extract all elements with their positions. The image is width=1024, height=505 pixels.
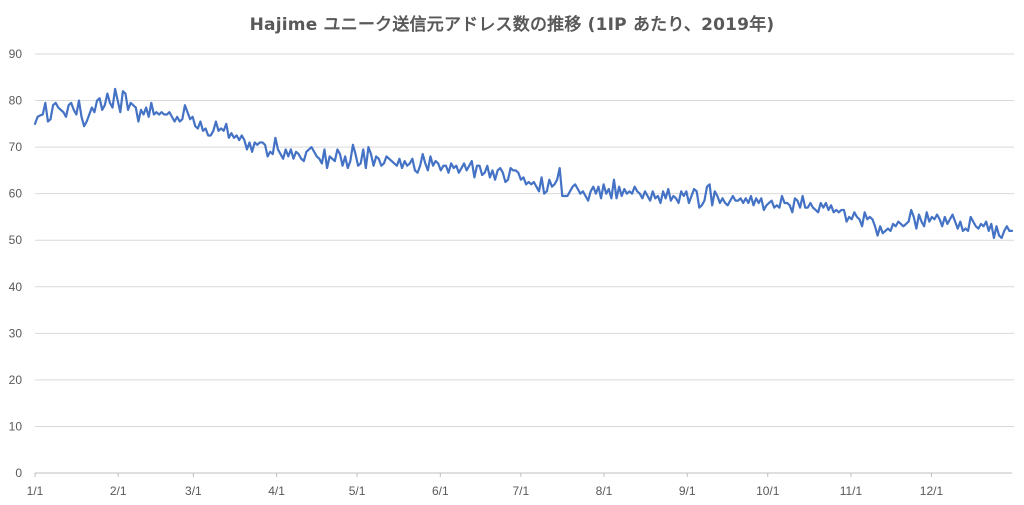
x-tick-label: 2/1	[110, 484, 127, 498]
x-tick-label: 8/1	[596, 484, 613, 498]
y-axis-ticks: 0 10 20 30 40 50 60 70 80 90	[9, 47, 23, 480]
y-tick-label: 0	[15, 466, 22, 480]
y-tick-label: 30	[9, 326, 23, 340]
x-axis-ticks: 1/1 2/1 3/1 4/1 5/1 6/1 7/1 8/1 9/1 10/1 11/1 12/1	[27, 473, 944, 498]
x-tick-label: 9/1	[679, 484, 696, 498]
x-tick-label: 6/1	[432, 484, 449, 498]
gridlines	[35, 53, 1014, 427]
x-tick-label: 4/1	[268, 484, 285, 498]
x-tick-label: 1/1	[27, 484, 44, 498]
chart-title: Hajime ユニーク送信元アドレス数の推移 (1IP あたり、2019年)	[249, 15, 775, 35]
y-tick-label: 70	[9, 140, 23, 154]
x-tick-label: 11/1	[840, 484, 863, 498]
series-layer	[33, 87, 1014, 239]
y-tick-label: 60	[9, 187, 23, 201]
y-tick-label: 90	[9, 47, 23, 61]
y-tick-label: 80	[9, 94, 23, 108]
x-tick-label: 10/1	[756, 484, 780, 498]
y-tick-label: 40	[9, 280, 23, 294]
y-tick-label: 50	[9, 233, 23, 247]
x-tick-label: 7/1	[512, 484, 529, 498]
x-tick-label: 12/1	[920, 484, 944, 498]
y-tick-label: 20	[9, 373, 23, 387]
x-tick-label: 3/1	[185, 484, 202, 498]
x-tick-label: 5/1	[349, 484, 366, 498]
y-tick-label: 10	[9, 419, 23, 433]
series-line	[33, 87, 1014, 239]
